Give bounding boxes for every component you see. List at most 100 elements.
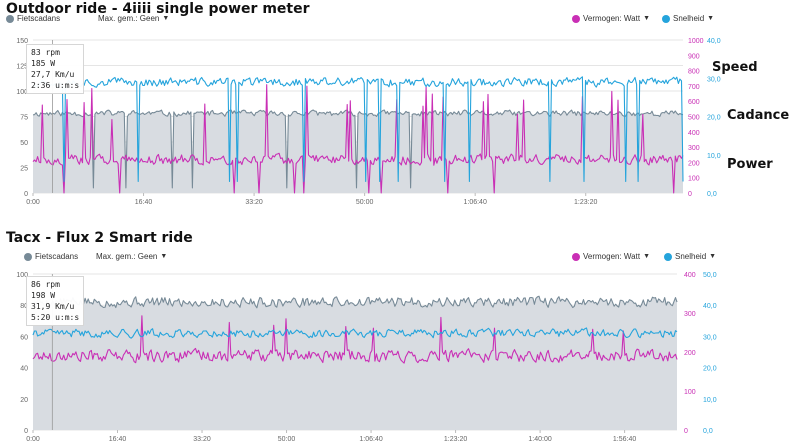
y-tick-label-power: 200 [688, 160, 700, 167]
y-tick-label-power: 1000 [688, 38, 704, 45]
cadence-dot-icon [24, 252, 32, 261]
series-line-cadence [32, 109, 684, 189]
annotation-power: Power [727, 157, 773, 172]
y-tick-label-power: 0 [684, 428, 688, 435]
y-tick-label-power: 100 [688, 176, 700, 183]
x-tick-label: 16:40 [109, 436, 127, 443]
annotation-cadance: Cadance [727, 108, 790, 123]
legend-item-cadence[interactable]: Fietscadans [6, 14, 60, 23]
y-tick-label-power: 500 [688, 115, 700, 122]
power-dot-icon [572, 14, 580, 23]
y-tick-label-power: 800 [688, 69, 700, 76]
y-tick-label-power: 200 [684, 350, 696, 357]
tooltip-power: 198 W [31, 291, 56, 300]
x-tick-label: 1:56:40 [613, 436, 636, 443]
y-tick-label-power: 300 [688, 145, 700, 152]
legend-label: Vermogen: Watt [583, 14, 641, 23]
y-tick-label-cadence: 75 [20, 115, 28, 122]
y-tick-label-speed: 10,0 [707, 153, 721, 160]
caret-down-icon: ▼ [643, 253, 650, 260]
hover-tooltip: 86 rpm 198 W 31,9 Km/u 5:20 u:m:s [26, 276, 85, 326]
legend-label: Snelheid [675, 252, 707, 261]
x-tick-label: 33:20 [245, 199, 263, 206]
y-tick-label-cadence: 0 [24, 191, 28, 198]
y-tick-label-power: 100 [684, 389, 696, 396]
tooltip-power: 185 W [31, 59, 56, 68]
chart-title: Tacx - Flux 2 Smart ride [6, 230, 193, 246]
legend-item-speed[interactable]: Snelheid ▼ [664, 252, 716, 261]
y-tick-label-cadence: 25 [20, 166, 28, 173]
y-tick-label-cadence: 125 [16, 64, 28, 71]
series-line-speed [32, 76, 684, 183]
tooltip-speed: 31,9 Km/u [31, 302, 75, 311]
y-tick-label-speed: 30,0 [707, 76, 721, 83]
x-tick-label: 0:00 [26, 436, 40, 443]
series-area-cadence [33, 296, 677, 430]
caret-down-icon: ▼ [709, 253, 717, 260]
y-tick-label-cadence: 40 [20, 366, 28, 373]
y-tick-label-cadence: 50 [20, 140, 28, 147]
caret-down-icon: ▼ [162, 15, 170, 22]
y-tick-label-cadence: 60 [20, 334, 28, 341]
y-tick-label-power: 400 [684, 272, 696, 279]
y-tick-label-speed: 0,0 [707, 191, 717, 198]
tooltip-time: 5:20 u:m:s [31, 313, 80, 322]
legend-item-power[interactable]: Vermogen: Watt ▼ [572, 14, 650, 23]
y-tick-label-speed: 0,0 [703, 428, 713, 435]
y-tick-label-power: 0 [688, 191, 692, 198]
x-tick-label: 1:23:20 [574, 199, 597, 206]
caret-down-icon: ▼ [707, 15, 715, 22]
legend-label: Fietscadans [17, 14, 61, 23]
x-tick-label: 1:06:40 [463, 199, 486, 206]
x-tick-label: 1:06:40 [359, 436, 382, 443]
series-line-cadence [32, 295, 678, 309]
power-dot-icon [572, 252, 580, 261]
tooltip-cadence: 83 rpm [31, 48, 60, 57]
legend-label: Vermogen: Watt [583, 252, 641, 261]
tooltip-cadence: 86 rpm [31, 280, 60, 289]
legend: Fietscadans Max. gem.: Geen ▼ Vermogen: … [0, 14, 714, 28]
y-tick-label-cadence: 100 [16, 272, 28, 279]
legend-label: Snelheid [673, 14, 705, 23]
x-tick-label: 0:00 [26, 199, 40, 206]
x-tick-label: 16:40 [135, 199, 153, 206]
x-tick-label: 1:40:00 [528, 436, 551, 443]
y-tick-label-power: 900 [688, 53, 700, 60]
y-tick-label-power: 400 [688, 130, 700, 137]
legend-item-cadence[interactable]: Fietscadans [24, 252, 78, 261]
y-tick-label-cadence: 100 [16, 89, 28, 96]
y-tick-label-power: 600 [688, 99, 700, 106]
y-tick-label-speed: 50,0 [703, 272, 717, 279]
y-tick-label-speed: 20,0 [707, 115, 721, 122]
legend: Fietscadans Max. gem.: Geen ▼ Vermogen: … [0, 252, 716, 266]
chart-area-outdoor: 0 25 50 75 100 125 150 0 100 200 300 400 500 600 700 80… [16, 38, 721, 206]
series-line-speed [32, 327, 678, 339]
y-tick-label-cadence: 0 [24, 428, 28, 435]
y-tick-label-speed: 10,0 [703, 397, 717, 404]
y-tick-label-cadence: 150 [16, 38, 28, 45]
y-tick-label-power: 300 [684, 311, 696, 318]
legend-item-power[interactable]: Vermogen: Watt ▼ [572, 252, 650, 261]
max-avg-label: Max. gem.: Geen [98, 14, 160, 23]
max-avg-label: Max. gem.: Geen [96, 252, 158, 261]
y-tick-label-speed: 40,0 [703, 303, 717, 310]
hover-tooltip: 83 rpm 185 W 27,7 Km/u 2:36 u:m:s [26, 44, 85, 94]
max-avg-dropdown[interactable]: Max. gem.: Geen ▼ [98, 14, 169, 23]
y-tick-label-cadence: 80 [20, 303, 28, 310]
speed-dot-icon [664, 252, 672, 261]
y-tick-label-speed: 20,0 [703, 366, 717, 373]
legend-item-speed[interactable]: Snelheid ▼ [662, 14, 714, 23]
caret-down-icon: ▼ [160, 253, 168, 260]
tooltip-time: 2:36 u:m:s [31, 81, 80, 90]
chart-panel-outdoor: 0 25 50 75 100 125 150 0 100 200 300 400 500 600 700 80… [0, 1, 790, 206]
max-avg-dropdown[interactable]: Max. gem.: Geen ▼ [96, 252, 167, 261]
y-tick-label-speed: 30,0 [703, 334, 717, 341]
series-line-power [32, 315, 678, 364]
caret-down-icon: ▼ [643, 15, 650, 22]
speed-dot-icon [662, 14, 670, 23]
annotation-speed: Speed [712, 60, 758, 75]
x-tick-label: 50:00 [356, 199, 374, 206]
x-tick-label: 50:00 [278, 436, 296, 443]
series-area-cadence [33, 110, 683, 193]
tooltip-speed: 27,7 Km/u [31, 70, 75, 79]
